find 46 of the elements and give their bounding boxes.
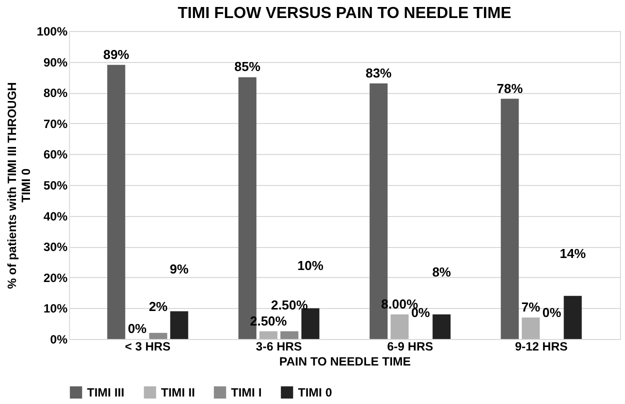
y-tick-label: 60% [43, 148, 68, 162]
x-tick-label: 6-9 HRS [387, 340, 434, 354]
legend-label: TIMI 0 [298, 385, 332, 400]
bar [280, 331, 298, 339]
y-tick-label: 90% [43, 55, 68, 70]
x-tick-label: 9-12 HRS [514, 340, 568, 354]
y-tick-label: 50% [43, 178, 68, 192]
data-label: 0% [542, 305, 562, 320]
bar [564, 296, 582, 339]
y-tick-label: 20% [43, 270, 68, 285]
data-label: 10% [297, 258, 324, 274]
bar [107, 64, 126, 339]
data-label: 2% [148, 298, 168, 314]
x-tick-label: < 3 HRS [124, 340, 171, 354]
data-label: 7% [521, 299, 541, 314]
bar [500, 98, 519, 339]
y-tick-label: 10% [43, 302, 68, 316]
legend-label: TIMI III [87, 385, 124, 400]
data-label: 83% [366, 65, 392, 80]
bar [390, 314, 409, 339]
legend-label: TIMI II [161, 385, 195, 400]
data-label: 2.50% [270, 297, 308, 312]
bar [522, 317, 540, 339]
legend-label: TIMI I [231, 385, 262, 400]
data-label: 85% [234, 59, 261, 74]
y-axis-title: % of patients with TIMI III THROUGH TIMI 0 [4, 82, 33, 289]
data-label: 8% [432, 264, 452, 280]
y-tick-label: 100% [36, 24, 68, 38]
data-label: 89% [103, 46, 130, 62]
y-tick-label: 0% [50, 332, 68, 346]
bar [301, 308, 320, 339]
data-label: 0% [128, 321, 148, 336]
x-axis-title: PAIN TO NEEDLE TIME [279, 354, 411, 368]
data-label: 9% [170, 261, 190, 276]
bar [170, 311, 188, 339]
x-tick-label: 3-6 HRS [256, 340, 302, 354]
bar [149, 332, 168, 339]
data-label: 14% [560, 246, 586, 261]
data-label: 78% [496, 80, 524, 96]
bar [432, 314, 451, 339]
chart-title: TIMI FLOW VERSUS PAIN TO NEEDLE TIME [178, 5, 512, 22]
y-tick-label: 80% [43, 86, 68, 100]
y-tick-label: 70% [43, 116, 68, 131]
y-tick-label: 40% [43, 209, 68, 224]
y-tick-label: 30% [43, 240, 68, 254]
bar [259, 331, 278, 339]
